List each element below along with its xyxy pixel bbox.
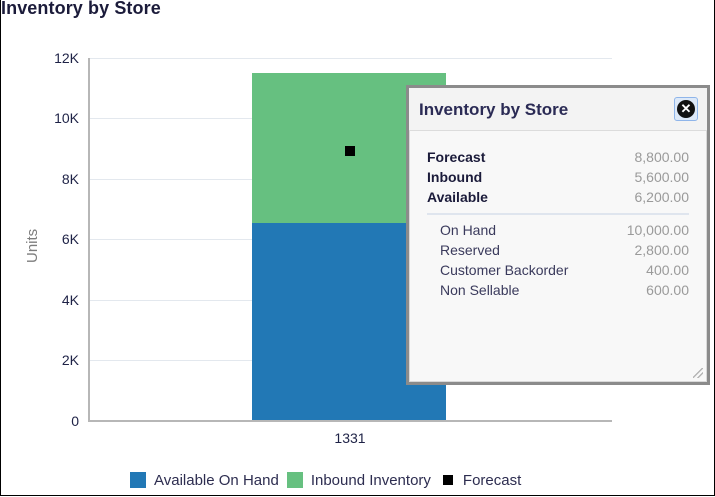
y-tick: 8K <box>61 171 79 187</box>
row-value: 10,000.00 <box>626 222 689 238</box>
y-axis-line <box>88 58 90 421</box>
x-tick-1331: 1331 <box>334 430 366 446</box>
legend-label: Available On Hand <box>154 471 279 489</box>
x-axis-line <box>88 420 612 422</box>
popup-divider <box>427 213 689 215</box>
y-tick: 12K <box>54 50 79 66</box>
close-circle-icon: ✕ <box>677 100 695 118</box>
legend-marker-icon <box>442 475 453 485</box>
legend-label: Forecast <box>462 471 522 489</box>
row-value: 400.00 <box>646 262 689 278</box>
y-tick: 2K <box>61 352 79 368</box>
y-tick: 10K <box>54 110 79 126</box>
gridline <box>88 58 612 59</box>
row-value: 2,800.00 <box>634 242 690 258</box>
popup-row-on-hand: On Hand 10,000.00 <box>427 220 689 240</box>
popup-row-forecast: Forecast 8,800.00 <box>427 147 689 167</box>
y-tick: 4K <box>61 292 79 308</box>
popup-row-customer-backorder: Customer Backorder 400.00 <box>427 260 689 280</box>
popup-row-reserved: Reserved 2,800.00 <box>427 240 689 260</box>
chart-title: Inventory by Store <box>1 0 161 18</box>
popup-header[interactable]: Inventory by Store ✕ <box>409 88 707 131</box>
legend-item-forecast[interactable]: Forecast <box>439 472 521 489</box>
forecast-marker[interactable] <box>345 146 355 156</box>
row-value: 5,600.00 <box>634 169 690 185</box>
legend-item-available-on-hand[interactable]: Available On Hand <box>130 472 279 489</box>
popup-row-non-sellable: Non Sellable 600.00 <box>427 280 689 300</box>
resize-grip-icon[interactable] <box>693 368 703 378</box>
close-button[interactable]: ✕ <box>674 97 698 121</box>
row-label: Forecast <box>427 149 486 165</box>
popup-row-available: Available 6,200.00 <box>427 187 689 207</box>
detail-popup[interactable]: Inventory by Store ✕ Forecast 8,800.00 I… <box>406 85 710 385</box>
legend: Available On Hand Inbound Inventory Fore… <box>130 470 529 490</box>
legend-label: Inbound Inventory <box>310 471 431 489</box>
legend-swatch-icon <box>286 472 303 488</box>
popup-title: Inventory by Store <box>419 100 569 119</box>
row-label: Reserved <box>440 242 500 258</box>
y-tick: 0 <box>71 413 79 429</box>
row-value: 600.00 <box>646 282 689 298</box>
row-label: Inbound <box>427 169 483 185</box>
row-label: Customer Backorder <box>440 262 569 278</box>
popup-row-inbound: Inbound 5,600.00 <box>427 167 689 187</box>
row-label: Non Sellable <box>440 282 520 298</box>
row-label: Available <box>427 189 488 205</box>
legend-item-inbound-inventory[interactable]: Inbound Inventory <box>286 471 431 489</box>
popup-body: Forecast 8,800.00 Inbound 5,600.00 Avail… <box>409 131 707 300</box>
row-label: On Hand <box>440 222 497 238</box>
legend-swatch-icon <box>130 472 146 488</box>
row-value: 8,800.00 <box>634 149 690 165</box>
row-value: 6,200.00 <box>634 189 690 205</box>
y-tick: 6K <box>61 231 79 247</box>
